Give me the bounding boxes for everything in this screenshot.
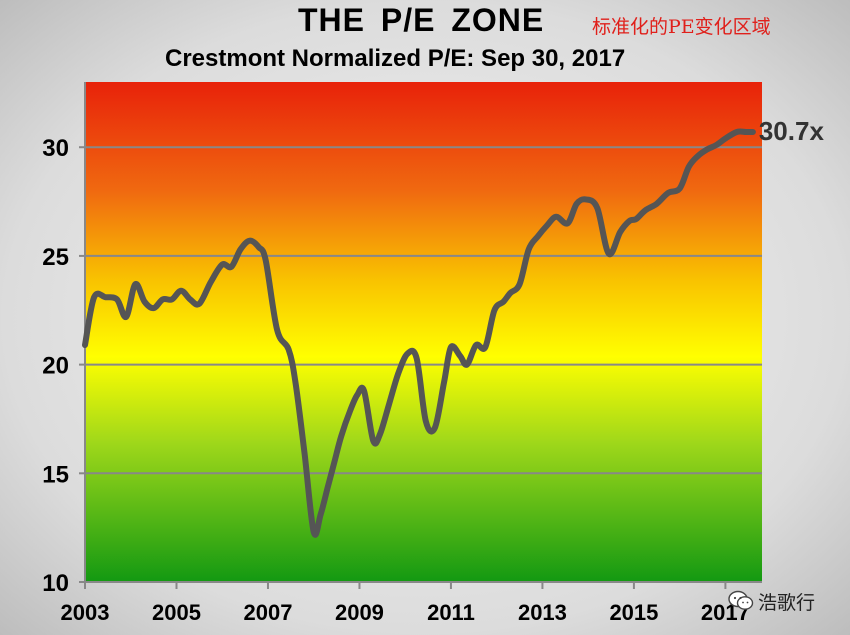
- watermark-text: 浩歌行: [758, 591, 816, 614]
- y-tick-label: 10: [42, 570, 69, 597]
- watermark: 浩歌行: [728, 585, 828, 617]
- y-tick-label: 20: [42, 353, 69, 380]
- x-tick-label: 2005: [152, 600, 201, 625]
- y-tick-label: 30: [42, 135, 69, 162]
- x-tick-label: 2007: [243, 600, 292, 625]
- chart-title: THE P/E ZONE: [298, 2, 545, 38]
- x-tick-label: 2015: [609, 600, 658, 625]
- chat-bubble-icon: [728, 590, 754, 610]
- y-tick-label: 15: [42, 461, 69, 488]
- y-tick-label: 25: [42, 244, 69, 271]
- plot-area: [85, 82, 762, 582]
- x-tick-label: 2003: [61, 600, 110, 625]
- pe-series-line: [82, 128, 756, 538]
- x-tick-label: 2013: [518, 600, 567, 625]
- gridlines: [85, 146, 762, 475]
- x-tick-label: 2011: [427, 600, 475, 625]
- chart-subtitle: Crestmont Normalized P/E: Sep 30, 2017: [165, 45, 626, 72]
- chart-title-chinese: 标准化的PE变化区域: [592, 16, 771, 38]
- x-tick-label: 2009: [335, 600, 384, 625]
- end-value-label: 30.7x: [759, 116, 825, 146]
